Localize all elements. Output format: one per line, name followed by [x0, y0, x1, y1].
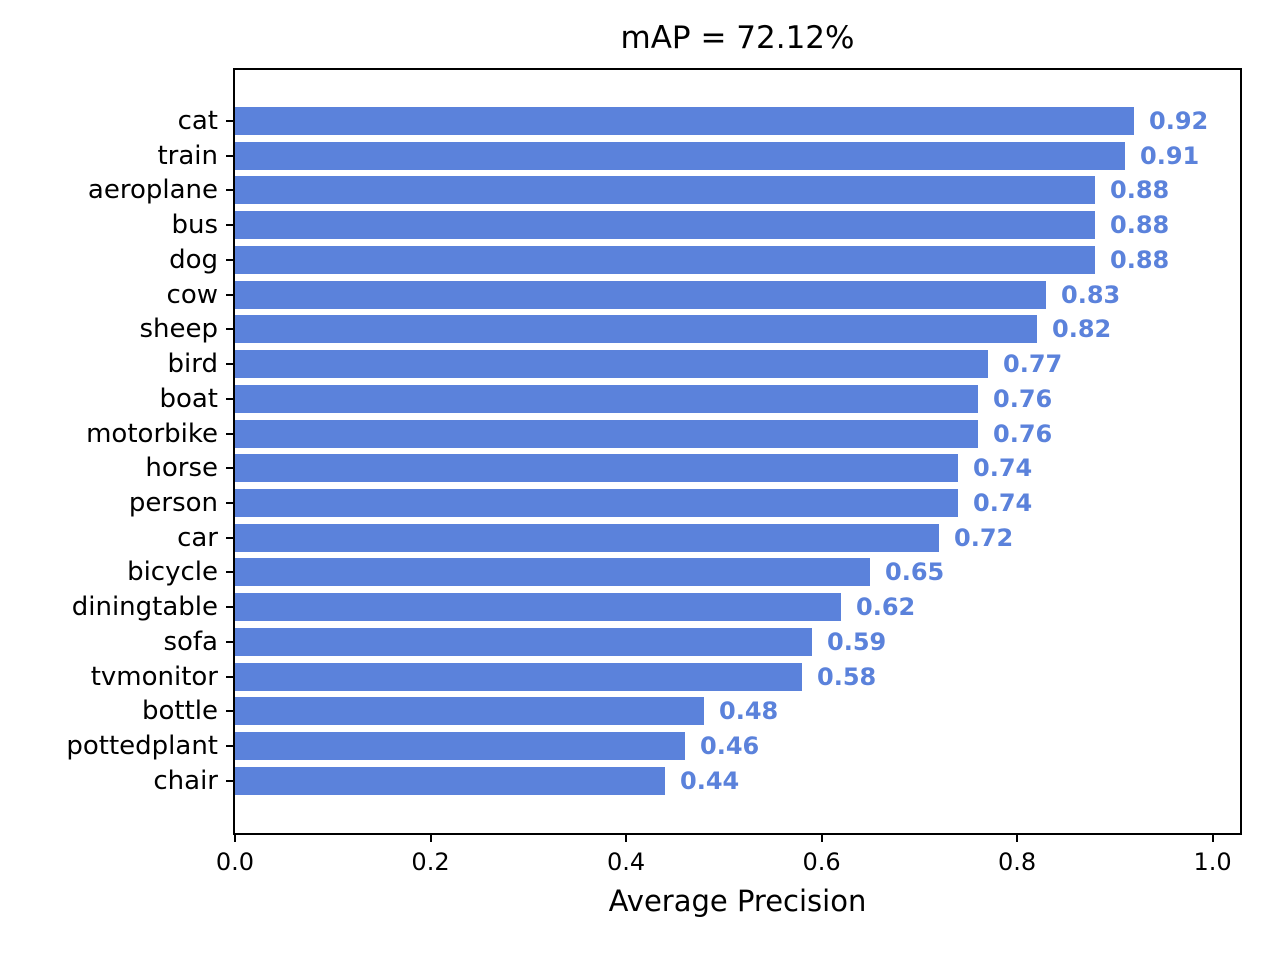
ytick-label-motorbike: motorbike — [86, 418, 218, 449]
bar-person — [235, 489, 958, 518]
bar-value-boat: 0.76 — [993, 384, 1053, 413]
ytick-mark-aeroplane — [226, 189, 235, 192]
ytick-label-horse: horse — [145, 453, 218, 484]
bar-value-diningtable: 0.62 — [856, 593, 916, 622]
ytick-mark-bottle — [226, 710, 235, 713]
xtick-label-0.8: 0.8 — [998, 848, 1037, 876]
xtick-mark-1.0 — [1211, 833, 1214, 842]
ytick-label-chair: chair — [153, 765, 218, 796]
xtick-label-1.0: 1.0 — [1193, 848, 1232, 876]
ytick-mark-cat — [226, 120, 235, 122]
ytick-label-bird: bird — [167, 349, 218, 380]
ytick-mark-bicycle — [226, 571, 235, 574]
bar-value-person: 0.74 — [973, 489, 1033, 518]
bar-horse — [235, 454, 958, 483]
ytick-label-aeroplane: aeroplane — [87, 175, 218, 206]
bar-diningtable — [235, 593, 841, 622]
xtick-mark-0.6 — [820, 833, 823, 842]
ytick-label-bicycle: bicycle — [127, 557, 218, 588]
ytick-mark-sheep — [226, 328, 235, 331]
bar-boat — [235, 384, 978, 413]
bar-chair — [235, 766, 665, 795]
bar-value-sheep: 0.82 — [1052, 315, 1112, 344]
bar-bottle — [235, 697, 704, 726]
ytick-mark-train — [226, 154, 235, 157]
ytick-mark-tvmonitor — [226, 675, 235, 678]
bar-value-cat: 0.92 — [1149, 107, 1209, 135]
xtick-mark-0.2 — [429, 833, 432, 842]
ytick-mark-dog — [226, 258, 235, 261]
ytick-label-cat: cat — [177, 106, 218, 136]
ytick-mark-diningtable — [226, 606, 235, 609]
ytick-label-pottedplant: pottedplant — [66, 731, 218, 762]
xtick-mark-0.8 — [1016, 833, 1019, 842]
bar-motorbike — [235, 419, 978, 448]
xtick-label-0.4: 0.4 — [606, 848, 646, 876]
ytick-mark-car — [226, 536, 235, 539]
bar-aeroplane — [235, 176, 1095, 205]
bar-cow — [235, 280, 1046, 309]
ytick-label-bottle: bottle — [141, 696, 218, 727]
bar-value-bottle: 0.48 — [719, 697, 779, 726]
bar-value-bus: 0.88 — [1110, 211, 1170, 240]
xtick-mark-0.4 — [625, 833, 628, 842]
bar-value-motorbike: 0.76 — [993, 419, 1053, 448]
ytick-mark-sofa — [226, 640, 235, 643]
ytick-mark-horse — [226, 467, 235, 470]
xtick-label-0.0: 0.0 — [215, 848, 255, 876]
bar-value-bicycle: 0.65 — [885, 558, 945, 587]
bar-dog — [235, 245, 1095, 274]
ytick-mark-motorbike — [226, 432, 235, 435]
bar-value-train: 0.91 — [1140, 141, 1200, 170]
bar-train — [235, 141, 1125, 170]
ytick-mark-bird — [226, 363, 235, 366]
ytick-label-diningtable: diningtable — [71, 592, 218, 623]
bar-pottedplant — [235, 732, 685, 761]
bar-value-cow: 0.83 — [1061, 280, 1121, 309]
chart-title: mAP = 72.12% — [620, 20, 855, 56]
ytick-label-train: train — [157, 140, 218, 171]
bar-value-aeroplane: 0.88 — [1110, 176, 1170, 205]
ytick-label-sheep: sheep — [139, 314, 218, 345]
ytick-mark-cow — [226, 293, 235, 296]
bar-value-pottedplant: 0.46 — [700, 732, 760, 761]
bar-tvmonitor — [235, 662, 802, 691]
ytick-label-sofa: sofa — [163, 626, 218, 657]
ytick-label-dog: dog — [169, 244, 218, 275]
xtick-label-0.2: 0.2 — [411, 848, 450, 876]
ytick-label-car: car — [177, 522, 218, 553]
ytick-mark-chair — [226, 779, 235, 782]
bar-bus — [235, 211, 1095, 240]
ytick-label-boat: boat — [159, 383, 218, 414]
bar-value-chair: 0.44 — [680, 766, 740, 795]
bar-bird — [235, 350, 988, 379]
bar-sofa — [235, 627, 812, 656]
ytick-mark-boat — [226, 397, 235, 400]
ytick-mark-person — [226, 502, 235, 505]
bar-value-dog: 0.88 — [1110, 245, 1170, 274]
x-axis-label: Average Precision — [608, 884, 867, 918]
bar-car — [235, 523, 939, 552]
ytick-label-bus: bus — [171, 210, 218, 241]
bar-value-bird: 0.77 — [1003, 350, 1063, 379]
ytick-mark-bus — [226, 224, 235, 227]
bar-value-sofa: 0.59 — [827, 627, 887, 656]
ytick-label-tvmonitor: tvmonitor — [90, 661, 218, 692]
bar-value-horse: 0.74 — [973, 454, 1033, 483]
bar-sheep — [235, 315, 1037, 344]
xtick-label-0.6: 0.6 — [802, 848, 841, 876]
xtick-mark-0.0 — [234, 833, 236, 842]
ytick-mark-pottedplant — [226, 745, 235, 748]
bar-bicycle — [235, 558, 870, 587]
ytick-label-cow: cow — [166, 279, 218, 310]
bar-value-tvmonitor: 0.58 — [817, 662, 877, 691]
bar-value-car: 0.72 — [954, 523, 1014, 552]
bar-cat — [235, 107, 1134, 135]
ytick-label-person: person — [128, 488, 218, 519]
plot-area: 0.92 0.91 0.88 0.88 0.88 0.83 0.82 0.77 0.76 0.76… — [233, 68, 1242, 835]
